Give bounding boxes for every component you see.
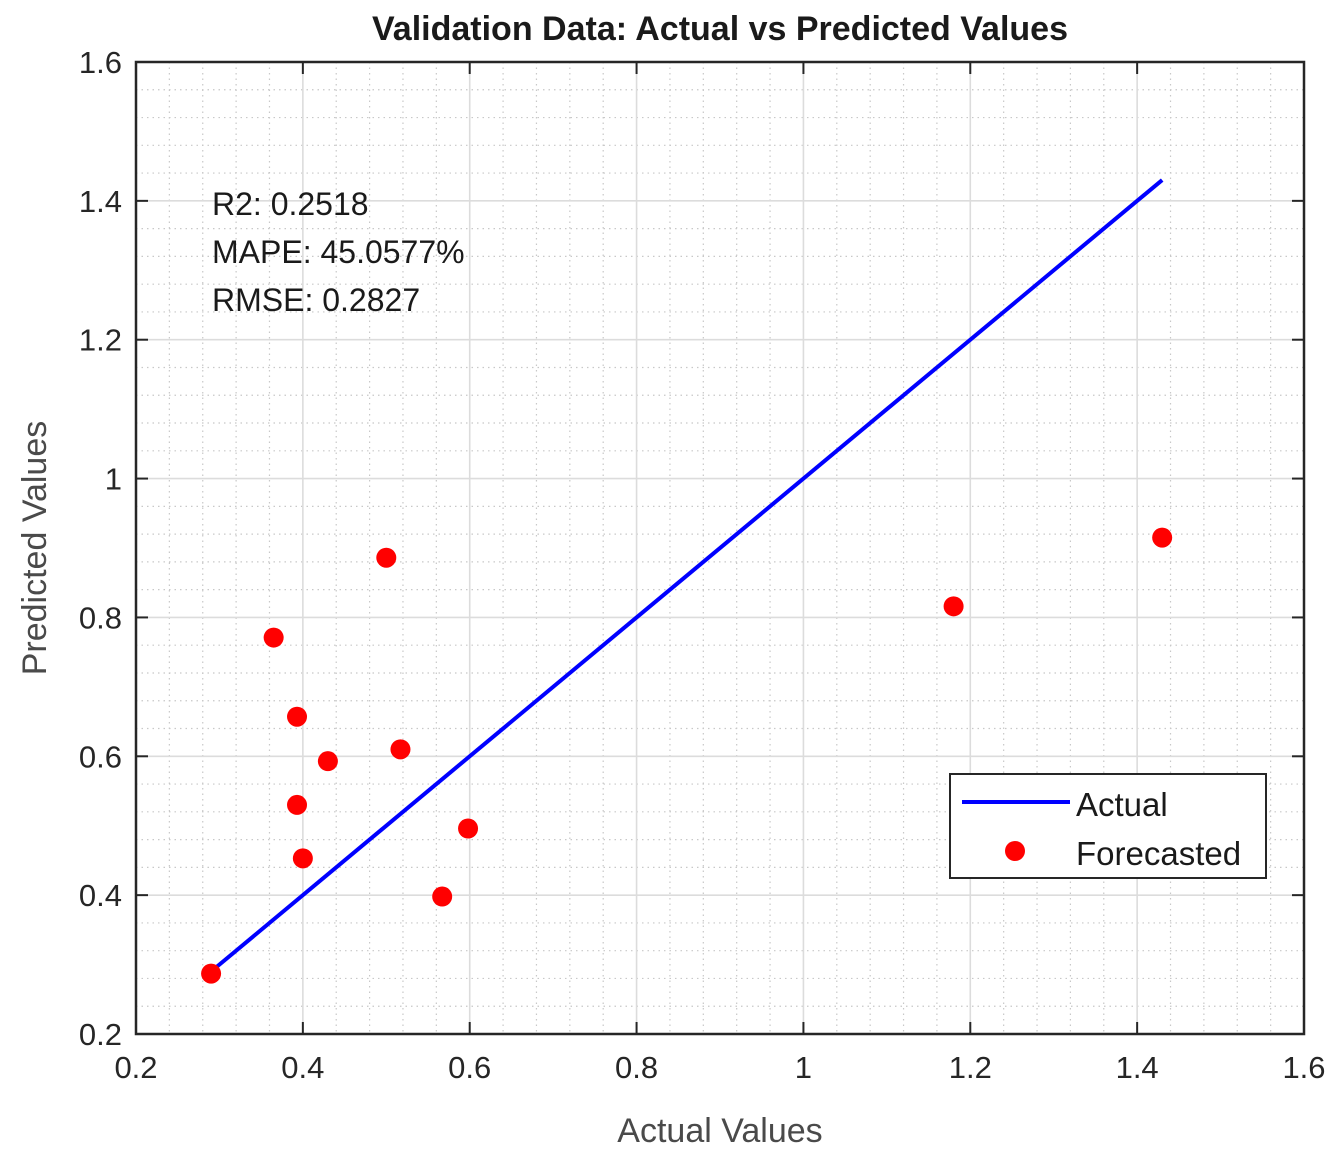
- y-axis-label: Predicted Values: [16, 421, 54, 676]
- y-tick-label: 0.4: [79, 878, 122, 913]
- y-tick-label: 0.8: [79, 600, 122, 635]
- forecasted-point: [263, 627, 284, 648]
- x-tick-label: 1.4: [1116, 1050, 1159, 1085]
- axis-ticks: [135, 61, 1305, 1035]
- series-line-actual: [209, 178, 1164, 974]
- y-tick-label: 1.2: [79, 323, 122, 358]
- legend-forecasted-swatch: [1005, 841, 1025, 861]
- r2-annotation: R2: 0.2518: [212, 186, 369, 222]
- x-axis-label: Actual Values: [617, 1112, 822, 1150]
- minor-grid: [136, 62, 1304, 1034]
- forecasted-point: [390, 739, 411, 760]
- forecasted-point: [376, 547, 397, 568]
- x-tick-label: 1.6: [1282, 1050, 1325, 1085]
- y-tick-label: 1: [105, 462, 122, 497]
- y-tick-label: 1.6: [79, 45, 122, 80]
- chart-title: Validation Data: Actual vs Predicted Val…: [372, 10, 1068, 48]
- forecasted-point: [943, 596, 964, 617]
- x-tick-label: 0.8: [615, 1050, 658, 1085]
- x-tick-label: 0.6: [448, 1050, 491, 1085]
- rmse-annotation: RMSE: 0.2827: [212, 282, 420, 318]
- legend-actual-label: Actual: [1076, 786, 1168, 823]
- forecasted-point: [201, 963, 222, 984]
- major-grid: [136, 62, 1304, 1034]
- forecasted-point: [1152, 527, 1173, 548]
- plot-frame: [134, 60, 1306, 1036]
- forecasted-point: [432, 886, 453, 907]
- mape-annotation: MAPE: 45.0577%: [212, 234, 465, 270]
- x-tick-label: 0.4: [281, 1050, 324, 1085]
- tick-labels: 0.2 0.4 0.6 0.8 1 1.2 1.4 1.6 0.2 0.4 0.6 0.8 1 1.2 1.…: [79, 45, 1326, 1085]
- legend-forecasted-label: Forecasted: [1076, 835, 1241, 872]
- x-tick-label: 0.2: [114, 1050, 157, 1085]
- y-tick-label: 0.2: [79, 1017, 122, 1052]
- x-tick-label: 1.2: [949, 1050, 992, 1085]
- forecasted-point: [458, 818, 479, 839]
- x-tick-label: 1: [795, 1050, 812, 1085]
- forecasted-point: [287, 706, 308, 727]
- y-tick-label: 0.6: [79, 739, 122, 774]
- forecasted-point: [287, 794, 308, 815]
- forecasted-point: [292, 848, 313, 869]
- legend: Actual Forecasted: [949, 773, 1267, 879]
- forecasted-point: [317, 751, 338, 772]
- series-layer: [201, 178, 1173, 984]
- y-tick-label: 1.4: [79, 184, 122, 219]
- legend-box: [949, 773, 1267, 879]
